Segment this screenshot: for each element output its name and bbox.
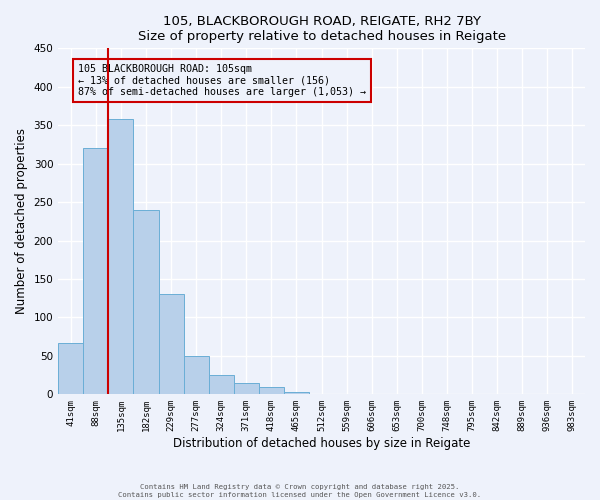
Bar bbox=[259, 386, 284, 394]
Bar bbox=[209, 375, 234, 394]
Bar bbox=[284, 392, 309, 394]
Title: 105, BLACKBOROUGH ROAD, REIGATE, RH2 7BY
Size of property relative to detached h: 105, BLACKBOROUGH ROAD, REIGATE, RH2 7BY… bbox=[137, 15, 506, 43]
Bar bbox=[184, 356, 209, 395]
Bar bbox=[58, 343, 83, 394]
Text: Contains HM Land Registry data © Crown copyright and database right 2025.
Contai: Contains HM Land Registry data © Crown c… bbox=[118, 484, 482, 498]
Bar bbox=[83, 148, 109, 394]
Bar bbox=[234, 383, 259, 394]
X-axis label: Distribution of detached houses by size in Reigate: Distribution of detached houses by size … bbox=[173, 437, 470, 450]
Y-axis label: Number of detached properties: Number of detached properties bbox=[15, 128, 28, 314]
Bar bbox=[158, 294, 184, 394]
Text: 105 BLACKBOROUGH ROAD: 105sqm
← 13% of detached houses are smaller (156)
87% of : 105 BLACKBOROUGH ROAD: 105sqm ← 13% of d… bbox=[78, 64, 366, 97]
Bar bbox=[109, 119, 133, 394]
Bar bbox=[133, 210, 158, 394]
